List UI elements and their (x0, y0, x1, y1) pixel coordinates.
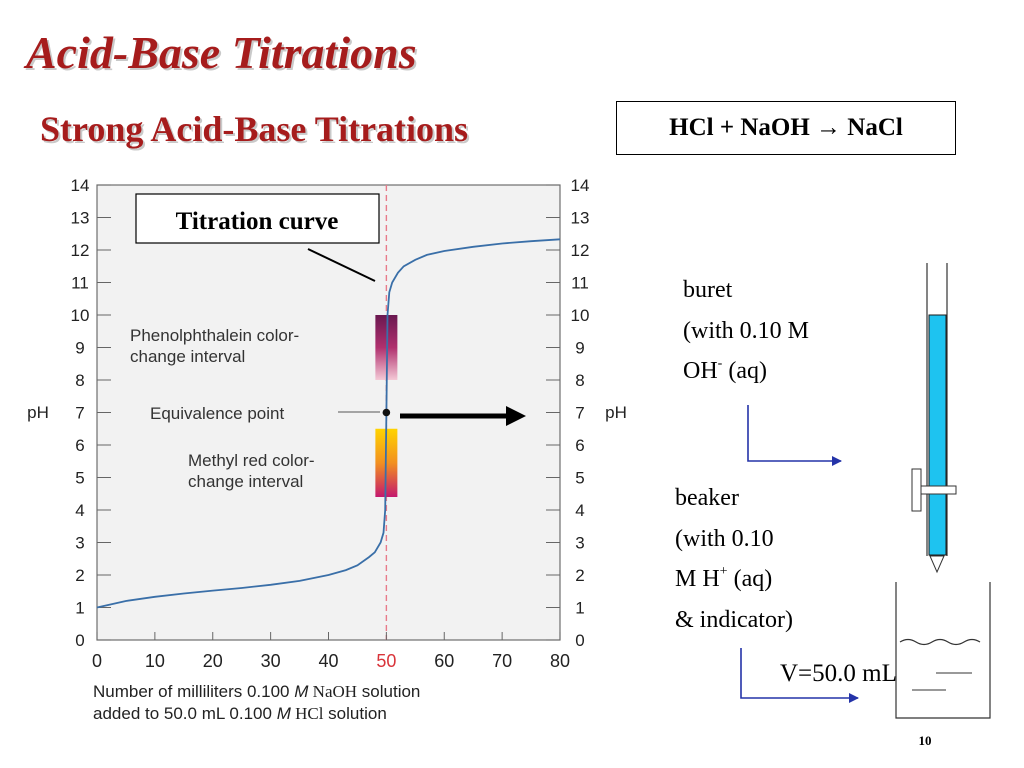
x-tick-label: 10 (145, 651, 165, 671)
buret-label-line2: (with 0.10 M (683, 318, 809, 344)
y-tick-label-left: 8 (75, 371, 84, 390)
y-tick-label-left: 10 (71, 306, 90, 325)
y-tick-label-left: 9 (75, 339, 84, 358)
y-tick-label-right: 13 (571, 209, 590, 228)
y-tick-label-right: 0 (575, 631, 584, 650)
x-tick-label: 70 (492, 651, 512, 671)
x-axis-label-line1-c: NaOH (308, 682, 357, 701)
phenolphthalein-label: Phenolphthalein color- change interval (130, 326, 304, 366)
volume-label: V=50.0 mL (780, 660, 897, 687)
x-tick-label: 60 (434, 651, 454, 671)
methyl-red-label: Methyl red color- change interval (188, 451, 319, 491)
equivalence-point-marker (382, 408, 391, 417)
titration-curve-line (96, 238, 561, 609)
y-tick-label-right: 6 (575, 436, 584, 455)
beaker-label: beaker (with 0.10 M H+ (aq) & indicator) (675, 485, 793, 633)
titration-curve-callout-box (135, 193, 380, 244)
x-axis-label: Number of milliliters 0.100 M NaOH solut… (93, 682, 420, 701)
y-tick-label-left: 13 (71, 209, 90, 228)
buret-label-line3c: (aq) (722, 358, 767, 384)
y-tick-label-left: 1 (75, 599, 84, 618)
x-axis-label-second: added to 50.0 mL 0.100 M HCl solution (93, 704, 387, 723)
slide-subtitle: Strong Acid-Base Titrations (40, 109, 469, 149)
x-tick-label: 50 (376, 651, 396, 671)
beaker-label-line2: (with 0.10 (675, 526, 774, 552)
x-axis-label-line1-a: Number of milliliters 0.100 (93, 682, 294, 701)
y-tick-label-left: 14 (71, 176, 90, 195)
y-tick-label-right: 5 (575, 469, 584, 488)
x-axis-label-line2-d: solution (323, 704, 386, 723)
y-tick-label-right: 4 (575, 501, 584, 520)
y-axis-label-left: pH (27, 403, 49, 422)
x-tick-label: 80 (550, 651, 570, 671)
y-tick-label-left: 5 (75, 469, 84, 488)
y-tick-label-right: 12 (571, 241, 590, 260)
y-axis-label-right: pH (605, 403, 627, 422)
reaction-equation: HCl + NaOH → NaCl (669, 114, 903, 141)
methyl-red-label-line2: change interval (188, 472, 303, 491)
beaker-label-line3c: (aq) (728, 566, 773, 592)
callout-pointer-line (307, 248, 376, 282)
buret-label-line1: buret (683, 277, 733, 303)
buret-label: buret (with 0.10 M OH- (aq) (683, 277, 815, 384)
x-tick-label: 0 (92, 651, 102, 671)
y-tick-label-right: 7 (575, 404, 584, 423)
beaker-label-line4: & indicator) (675, 607, 793, 633)
beaker-label-line3a: M H (675, 566, 720, 592)
x-axis-label-line1-d: solution (357, 682, 420, 701)
buret-label-line3b: - (718, 356, 723, 371)
y-tick-label-left: 12 (71, 241, 90, 260)
beaker-label-line1: beaker (675, 485, 739, 511)
y-tick-label-right: 8 (575, 371, 584, 390)
buret-liquid (928, 314, 947, 556)
y-tick-label-right: 11 (571, 274, 589, 293)
page-number: 10 (918, 733, 932, 748)
beaker-pointer (740, 648, 859, 703)
phenolphthalein-label-line2: change interval (130, 347, 245, 366)
y-tick-label-right: 10 (571, 306, 590, 325)
x-axis-label-line2-b: M (277, 704, 292, 723)
chart-panel (96, 184, 561, 641)
x-axis-label-line2-c: HCl (291, 704, 324, 723)
beaker-liquid-surface (899, 638, 981, 646)
y-tick-label-right: 9 (575, 339, 584, 358)
y-tick-label-right: 3 (575, 534, 584, 553)
buret-tip (929, 555, 945, 574)
phenolphthalein-label-line1: Phenolphthalein color- (130, 326, 299, 345)
y-tick-label-left: 11 (71, 274, 89, 293)
buret-label-line3a: OH (683, 358, 718, 384)
y-tick-label-left: 3 (75, 534, 84, 553)
beaker-label-line3b: + (720, 564, 728, 579)
slide-title: Acid-Base Titrations (26, 27, 417, 78)
y-tick-label-left: 4 (75, 501, 84, 520)
y-tick-label-right: 2 (575, 566, 584, 585)
equivalence-arrow-head (506, 406, 526, 426)
titration-curve-callout: Titration curve (176, 208, 339, 235)
buret-pointer (747, 405, 842, 466)
y-tick-label-left: 2 (75, 566, 84, 585)
y-tick-label-left: 6 (75, 436, 84, 455)
x-tick-label: 30 (261, 651, 281, 671)
y-tick-label-left: 0 (75, 631, 84, 650)
y-tick-label-left: 7 (75, 404, 84, 423)
x-tick-label: 40 (318, 651, 338, 671)
y-tick-label-right: 14 (571, 176, 590, 195)
y-tick-label-right: 1 (575, 599, 584, 618)
x-tick-label: 20 (203, 651, 223, 671)
buret-stopcock-handle (911, 468, 922, 512)
reaction-equation-box: HCl + NaOH → NaCl (616, 101, 956, 155)
x-axis-label-line1-b: M (294, 682, 309, 701)
methyl-red-label-line1: Methyl red color- (188, 451, 315, 470)
x-axis-label-line2-a: added to 50.0 mL 0.100 (93, 704, 277, 723)
beaker-outline (895, 582, 991, 719)
equivalence-point-label: Equivalence point (150, 404, 284, 423)
